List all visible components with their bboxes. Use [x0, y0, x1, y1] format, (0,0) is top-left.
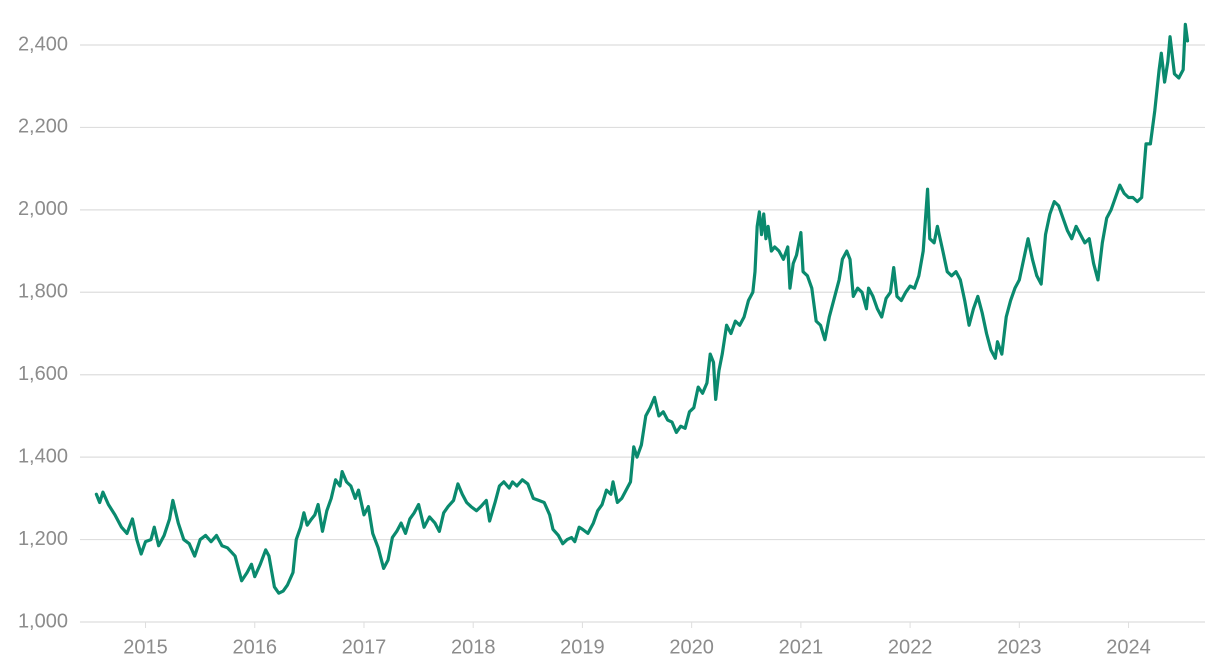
x-tick-label: 2018 — [451, 636, 496, 658]
y-tick-label: 1,200 — [18, 528, 68, 550]
x-tick-label: 2021 — [779, 636, 824, 658]
x-tick-label: 2019 — [560, 636, 605, 658]
x-tick-label: 2020 — [669, 636, 714, 658]
x-tick-label: 2017 — [342, 636, 387, 658]
price-line — [94, 22, 1190, 595]
x-tick-label: 2022 — [888, 636, 933, 658]
x-tick-label: 2023 — [997, 636, 1042, 658]
x-tick-label: 2015 — [123, 636, 168, 658]
y-tick-label: 1,400 — [18, 445, 68, 467]
x-tick-label: 2016 — [233, 636, 278, 658]
x-tick-label: 2024 — [1106, 636, 1151, 658]
y-tick-label: 2,200 — [18, 116, 68, 138]
y-tick-label: 1,600 — [18, 363, 68, 385]
y-tick-label: 1,800 — [18, 281, 68, 303]
y-tick-label: 1,000 — [18, 610, 68, 632]
y-tick-label: 2,000 — [18, 198, 68, 220]
y-tick-label: 2,400 — [18, 33, 68, 55]
